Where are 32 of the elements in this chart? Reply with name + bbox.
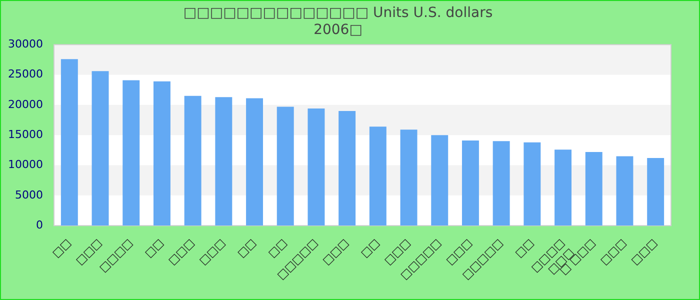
bar (122, 80, 140, 226)
bar (369, 126, 386, 226)
bar (400, 130, 418, 226)
bar (215, 97, 232, 226)
y-tick-label: 30000 (8, 37, 43, 50)
bar (462, 140, 479, 226)
bar (616, 156, 634, 226)
x-tick-label: □□ (50, 236, 74, 260)
x-tick-label: □□ (234, 236, 259, 260)
x-tick-label: □□ (358, 236, 382, 260)
bar (524, 142, 541, 226)
y-tick-label: 10000 (8, 158, 43, 172)
bar (246, 98, 264, 226)
bar (184, 96, 202, 226)
bar (60, 59, 78, 226)
x-tick-label: □□ (142, 236, 166, 260)
bar (554, 150, 572, 226)
bar (492, 141, 510, 226)
y-tick-label: 25000 (8, 68, 43, 81)
bar (276, 106, 294, 226)
bar (431, 135, 448, 226)
bar (338, 110, 356, 226)
bar (308, 108, 325, 226)
chart-title: □□□□□□□□□□□□□□ Units U.S. dollars 2006□ (183, 5, 493, 38)
y-tick-label: 20000 (8, 98, 43, 111)
bar (647, 158, 664, 226)
y-tick-label: 5000 (14, 188, 43, 202)
bar (153, 81, 170, 226)
bar (585, 152, 602, 226)
bar (92, 71, 109, 226)
y-tick-label: 0 (36, 218, 43, 232)
y-tick-label: 15000 (8, 128, 43, 141)
